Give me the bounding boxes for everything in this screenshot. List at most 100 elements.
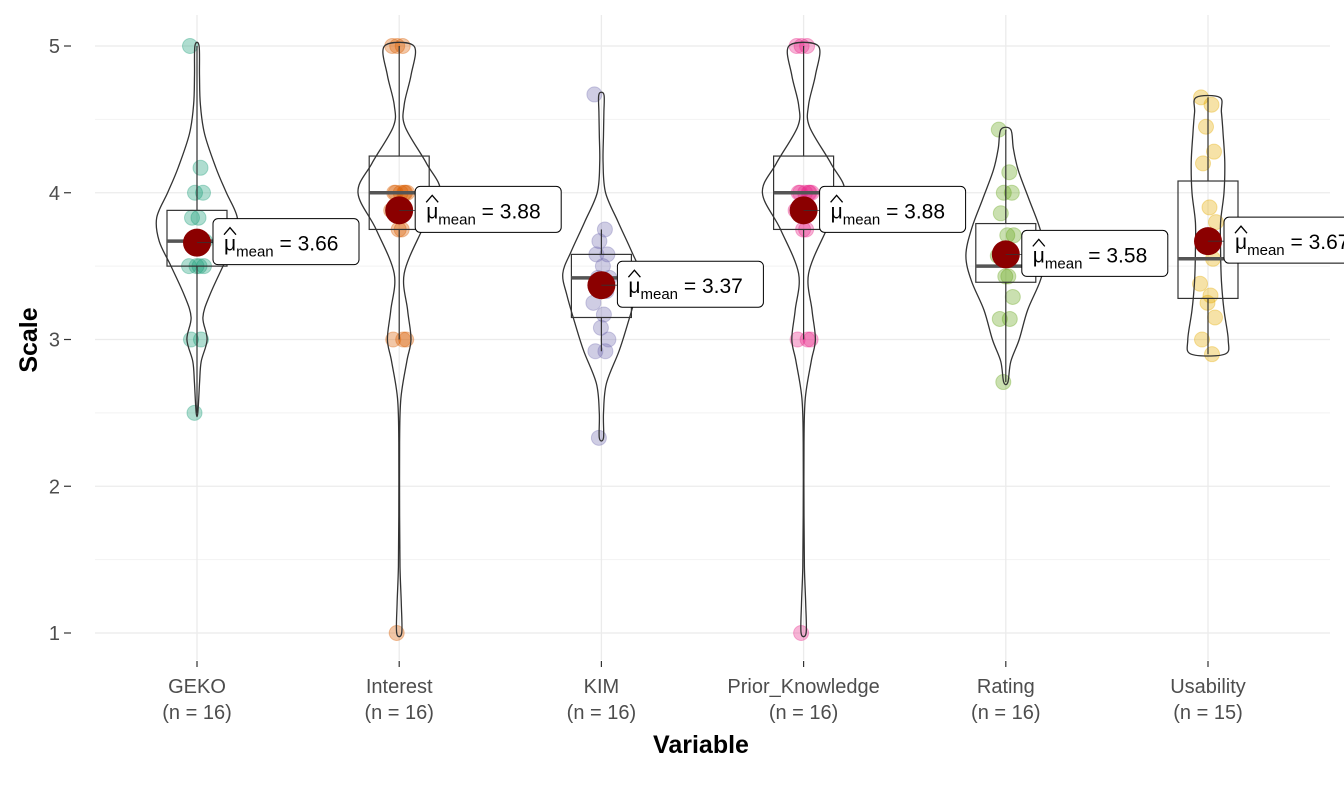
data-point: [1003, 184, 1020, 201]
x-tick-n-label: (n = 16): [971, 702, 1040, 724]
data-point: [1000, 268, 1017, 285]
data-point: [992, 205, 1009, 222]
x-tick-label: GEKO: [168, 676, 226, 698]
data-point: [385, 331, 402, 348]
x-axis-title: Variable: [653, 731, 749, 759]
mean-label-box: [616, 260, 764, 308]
mean-symbol: μ: [831, 200, 843, 223]
group-prior_knowledge: μmean = 3.88: [761, 38, 967, 641]
group-geko: μmean = 3.66: [155, 38, 360, 421]
data-point: [1194, 331, 1210, 348]
data-point: [1004, 288, 1021, 305]
mean-symbol: μ: [224, 233, 236, 256]
hat-icon: [830, 194, 844, 203]
hat-icon: [1032, 238, 1046, 247]
mean-label-box: [212, 218, 360, 266]
mean-subscript: mean: [1247, 242, 1285, 259]
mean-value: = 3.67: [1285, 231, 1344, 254]
group-interest: μmean = 3.88: [357, 38, 562, 641]
y-tick-label: 5: [49, 36, 60, 58]
x-tick-label: Interest: [366, 676, 433, 698]
data-point: [1204, 346, 1220, 363]
x-tick-labels: GEKO (n = 16) Interest (n = 16) KIM (n = 16) P…: [162, 661, 1246, 724]
data-point: [799, 331, 816, 348]
mean-value: = 3.88: [880, 200, 945, 223]
data-point: [1192, 275, 1208, 292]
mean-value: = 3.66: [274, 233, 339, 256]
mean-subscript: mean: [1045, 255, 1083, 272]
y-tick-labels: 1 2 3 4 5: [49, 36, 71, 645]
x-tick-n-label: (n = 16): [769, 702, 838, 724]
data-point: [991, 310, 1008, 327]
mean-label-box: [1021, 229, 1169, 277]
data-point: [587, 343, 604, 360]
data-point: [595, 306, 612, 323]
mean-symbol: μ: [1235, 231, 1247, 254]
data-point: [1001, 164, 1018, 181]
mean-symbol: μ: [426, 200, 438, 223]
y-tick-label: 2: [49, 476, 60, 498]
data-point: [789, 331, 806, 348]
mean-label: μmean = 3.37: [628, 275, 742, 303]
data-point: [192, 159, 209, 176]
data-point: [1207, 309, 1223, 326]
x-tick-n-label: (n = 16): [162, 702, 231, 724]
data-point: [1005, 227, 1022, 244]
data-point: [1202, 287, 1219, 304]
mean-label: μmean = 3.88: [426, 200, 540, 228]
x-tick-label: Prior_Knowledge: [727, 676, 879, 698]
y-axis-title: Scale: [15, 307, 43, 372]
mean-value: = 3.88: [476, 200, 541, 223]
hat-icon: [1234, 225, 1248, 234]
x-tick-n-label: (n = 16): [567, 702, 636, 724]
mean-subscript: mean: [843, 211, 881, 228]
data-point: [997, 268, 1014, 285]
x-tick-n-label: (n = 15): [1173, 702, 1242, 724]
mean-label: μmean = 3.66: [224, 233, 338, 261]
mean-subscript: mean: [438, 211, 476, 228]
data-point: [995, 184, 1012, 201]
mean-label-box: [1223, 216, 1344, 264]
data-point: [1195, 155, 1211, 172]
data-point: [1208, 214, 1224, 231]
data-point: [586, 86, 603, 103]
hat-icon: [223, 226, 237, 236]
data-point: [793, 38, 810, 54]
mean-label-box: [819, 185, 967, 233]
data-point: [187, 184, 203, 201]
data-point: [1203, 96, 1220, 113]
x-tick-label: Usability: [1170, 676, 1246, 698]
mean-subscript: mean: [236, 244, 274, 261]
violin-outline: [965, 126, 1047, 386]
data-point: [395, 331, 412, 348]
group-rating: μmean = 3.58: [965, 121, 1169, 391]
mean-label-box: [414, 185, 562, 233]
mean-symbol: μ: [628, 275, 640, 298]
x-tick-n-label: (n = 16): [364, 702, 433, 724]
mean-value: = 3.58: [1082, 244, 1147, 267]
grid: [95, 15, 1330, 660]
hat-icon: [425, 194, 439, 203]
y-tick-label: 1: [49, 623, 60, 645]
mean-label: μmean = 3.67: [1235, 231, 1344, 259]
mean-symbol: μ: [1033, 244, 1045, 267]
x-tick-label: KIM: [584, 676, 620, 698]
data-point: [1206, 143, 1222, 160]
data-point: [186, 404, 203, 421]
data-point: [1198, 118, 1214, 135]
violin-outline: [357, 41, 442, 638]
data-point: [195, 184, 211, 201]
hat-icon: [627, 269, 641, 278]
data-point: [597, 343, 614, 360]
mean-value: = 3.37: [678, 275, 743, 298]
data-point: [1001, 310, 1018, 327]
x-tick-label: Rating: [977, 676, 1035, 698]
violin-outline: [155, 41, 239, 418]
violin-outline: [761, 41, 846, 638]
data-point: [190, 209, 207, 226]
group-kim: μmean = 3.37: [562, 86, 764, 446]
data-point: [990, 121, 1007, 138]
mean-label: μmean = 3.58: [1033, 244, 1147, 272]
